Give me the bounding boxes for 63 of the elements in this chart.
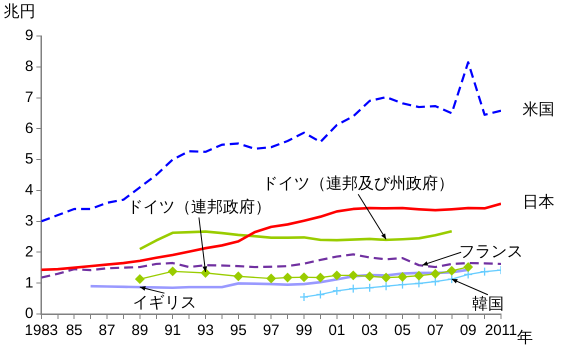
point — [282, 272, 292, 282]
series-label: 米国 — [522, 100, 554, 119]
point — [398, 280, 408, 290]
x-tick-label: 2011 — [484, 322, 518, 340]
point — [480, 267, 490, 276]
y-tick-label: 6 — [25, 120, 34, 137]
x-tick-label: 07 — [426, 322, 444, 340]
x-tick-label: 01 — [328, 322, 346, 340]
y-tick-label: 9 — [25, 27, 34, 44]
point — [464, 262, 473, 272]
point — [348, 270, 358, 280]
point — [381, 272, 391, 282]
x-tick-label: 05 — [394, 322, 411, 340]
text: ドイツ（連邦政府） — [126, 198, 271, 216]
y-tick-label: 2 — [25, 243, 34, 260]
x-tick-label: 99 — [296, 322, 312, 340]
x-tick-label: 89 — [131, 322, 148, 340]
x-tick-label: 97 — [262, 322, 280, 340]
x-tick-label: 85 — [66, 322, 83, 340]
series-label: イギリス — [132, 294, 196, 312]
point — [135, 274, 144, 284]
point — [332, 270, 342, 280]
x-tick-label: 09 — [460, 322, 477, 340]
point — [414, 278, 424, 288]
point — [168, 266, 178, 276]
y-tick-label: 4 — [25, 182, 34, 199]
series-label: 日本 — [522, 193, 554, 212]
point — [365, 272, 374, 281]
point — [430, 269, 440, 278]
x-tick-label: 1983 — [24, 322, 58, 340]
point — [430, 276, 440, 286]
y-tick-label: 1 — [25, 274, 34, 292]
x-tick-label: 03 — [361, 322, 378, 340]
point — [464, 270, 473, 280]
point — [299, 292, 309, 302]
x-tick-label: 93 — [197, 322, 214, 340]
point — [381, 282, 391, 291]
point — [332, 286, 342, 296]
y-tick-label: 0 — [25, 305, 34, 322]
point — [447, 266, 456, 276]
x-tick-label: 87 — [98, 322, 116, 340]
y-tick-label: 5 — [25, 150, 34, 168]
series-label: フランス — [459, 244, 524, 261]
y-tick-label: 8 — [25, 58, 34, 76]
text: ドイツ（連邦及び州政府） — [262, 174, 454, 193]
point — [365, 283, 374, 292]
point — [398, 272, 408, 282]
line-series — [41, 61, 501, 222]
point — [316, 272, 326, 282]
y-tick-label: 7 — [25, 88, 34, 106]
y-tick-label: 3 — [25, 212, 34, 230]
point — [234, 272, 243, 281]
point — [447, 274, 456, 284]
x-tick-label: 95 — [230, 322, 247, 340]
point — [266, 274, 276, 284]
point — [348, 284, 358, 294]
series-label: 韓国 — [472, 295, 504, 314]
x-tick-label: 91 — [164, 322, 182, 340]
point — [414, 271, 424, 280]
y-axis-title: 兆円 — [3, 2, 36, 20]
point — [316, 290, 326, 300]
point — [299, 272, 309, 282]
x-axis-title: 年 — [517, 329, 533, 346]
